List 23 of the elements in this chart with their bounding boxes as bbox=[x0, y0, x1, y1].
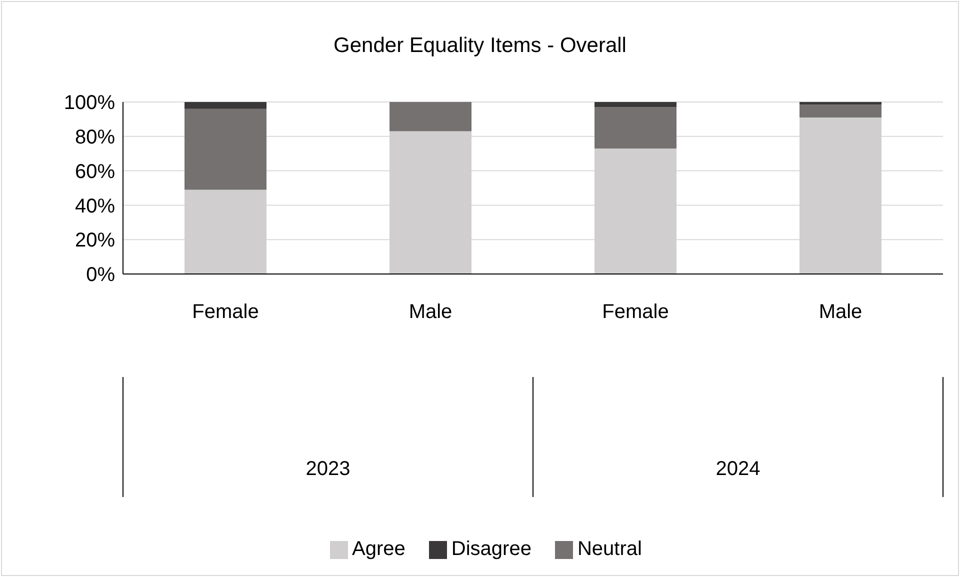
bar bbox=[184, 108, 266, 190]
bar bbox=[594, 107, 676, 148]
x-tick-label: Male bbox=[818, 301, 862, 324]
y-tick-label: 20% bbox=[74, 230, 116, 252]
legend-label: Disagree bbox=[451, 538, 532, 560]
bar bbox=[184, 102, 266, 109]
y-tick-label: 40% bbox=[74, 195, 116, 218]
x-tick-label: Female bbox=[602, 301, 669, 324]
y-tick-label: 100% bbox=[64, 92, 116, 114]
y-tick-label: 60% bbox=[74, 160, 116, 183]
legend-label: Agree bbox=[352, 538, 406, 560]
bar bbox=[594, 102, 676, 108]
chart-title: Gender Equality Items - Overall bbox=[334, 34, 626, 57]
bar bbox=[390, 102, 472, 132]
bar bbox=[800, 104, 882, 118]
text: 2024 bbox=[716, 458, 760, 480]
x-tick-label: Female bbox=[192, 301, 259, 324]
y-tick-label: 80% bbox=[74, 126, 116, 148]
text: 2023 bbox=[306, 458, 350, 480]
bar bbox=[800, 102, 882, 105]
y-tick-label: 0% bbox=[86, 264, 116, 286]
legend-label: Neutral bbox=[577, 538, 642, 560]
x-tick-label: Male bbox=[408, 301, 452, 324]
